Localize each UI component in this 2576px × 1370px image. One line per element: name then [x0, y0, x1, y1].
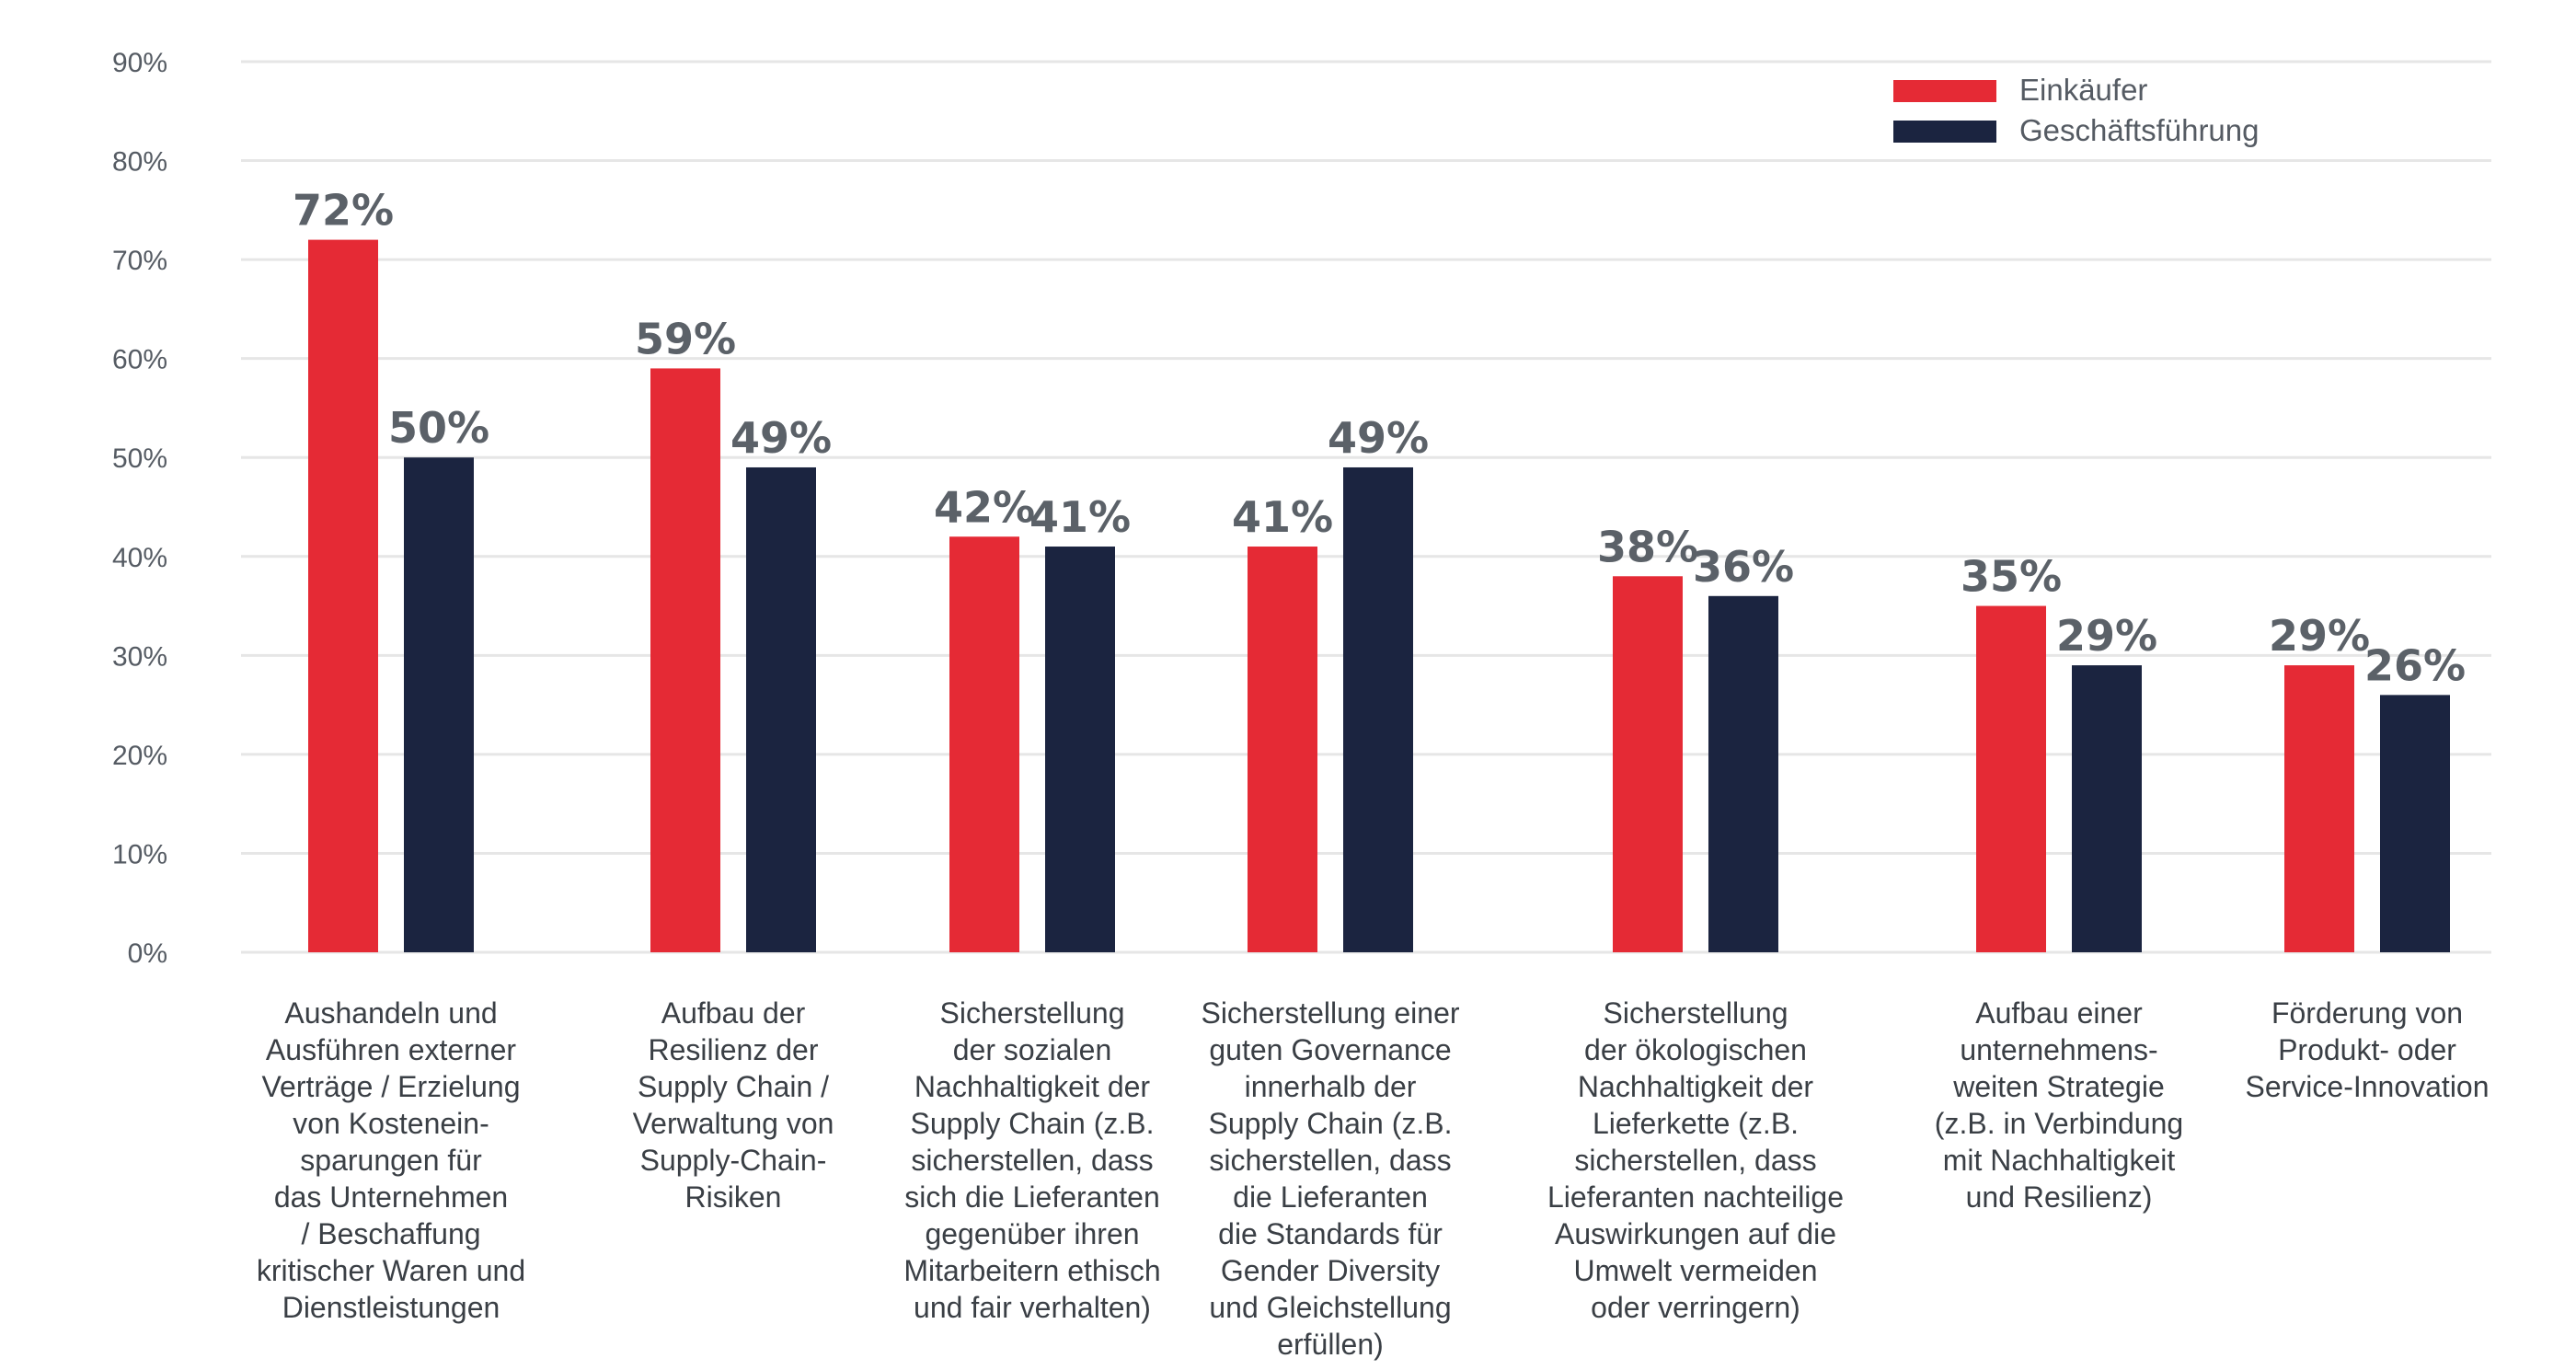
- y-tick-label: 10%: [112, 839, 167, 869]
- legend: Einkäufer Geschäftsführung: [1893, 73, 2260, 147]
- value-labels: 72%50%59%49%42%41% 41%49%38%36% 35%29% 29%2…: [293, 186, 2466, 691]
- category-labels: Aushandeln und Ausführen externer Verträge…: [257, 996, 2490, 1361]
- bar-geschaeftsfuehrung: [2380, 695, 2450, 952]
- bar-geschaeftsfuehrung: [1708, 595, 1778, 952]
- data-label: 35%: [1961, 552, 2062, 602]
- data-label: 49%: [730, 413, 832, 463]
- y-tick-label: 40%: [112, 543, 167, 573]
- data-label: 50%: [388, 403, 489, 453]
- y-tick-label: 50%: [112, 443, 167, 474]
- bar-geschaeftsfuehrung: [2072, 665, 2142, 952]
- data-label: 38%: [1597, 522, 1698, 571]
- data-label: 59%: [635, 314, 736, 363]
- legend-label: Einkäufer: [2019, 73, 2147, 107]
- bar-einkaeufer: [1248, 547, 1317, 952]
- data-label: 49%: [1328, 413, 1429, 463]
- data-label: 41%: [1232, 492, 1333, 542]
- bar-geschaeftsfuehrung: [746, 466, 816, 952]
- bar-geschaeftsfuehrung: [404, 457, 474, 952]
- bar-einkaeufer: [1613, 576, 1683, 952]
- y-tick-label: 0%: [128, 938, 167, 969]
- bar-einkaeufer: [949, 536, 1019, 952]
- y-tick-label: 20%: [112, 741, 167, 771]
- category-label: Aufbau der Resilienz der Supply Chain / Ver…: [633, 996, 834, 1214]
- legend-swatch: [1893, 80, 1996, 102]
- category-label: Aushandeln und Ausführen externer Verträge…: [257, 996, 525, 1324]
- bar-einkaeufer: [1976, 605, 2046, 952]
- data-label: 42%: [934, 482, 1035, 532]
- bar-einkaeufer: [2284, 665, 2354, 952]
- data-label: 26%: [2364, 640, 2466, 690]
- data-label: 72%: [293, 186, 394, 236]
- category-label: Sicherstellung der ökologischen Nachhaltig…: [1547, 996, 1844, 1324]
- bar-einkaeufer: [650, 368, 720, 952]
- y-tick-label: 90%: [112, 48, 167, 78]
- category-label: Förderung von Produkt- oder Service-Innova…: [2245, 996, 2489, 1103]
- category-label: Sicherstellung der sozialen Nachhaltigkeit…: [903, 996, 1160, 1324]
- category-label: Sicherstellung einer guten Governance inne…: [1201, 996, 1459, 1361]
- bar-geschaeftsfuehrung: [1045, 547, 1115, 952]
- y-axis-ticks: 0% 10% 20% 30% 40% 50% 60% 70% 80% 90%: [112, 48, 167, 969]
- data-label: 29%: [2056, 611, 2157, 661]
- legend-label: Geschäftsführung: [2019, 113, 2260, 147]
- data-label: 36%: [1693, 542, 1794, 592]
- data-label: 29%: [2269, 611, 2370, 661]
- y-tick-label: 80%: [112, 147, 167, 178]
- y-tick-label: 70%: [112, 246, 167, 276]
- bars: [308, 239, 2450, 953]
- data-label: 41%: [1029, 492, 1131, 542]
- bar-geschaeftsfuehrung: [1343, 466, 1413, 952]
- y-tick-label: 30%: [112, 641, 167, 672]
- category-label: Aufbau einer unternehmens-weiten Strategi…: [1935, 996, 2183, 1214]
- y-tick-label: 60%: [112, 345, 167, 375]
- legend-swatch: [1893, 121, 1996, 143]
- bar-einkaeufer: [308, 239, 378, 953]
